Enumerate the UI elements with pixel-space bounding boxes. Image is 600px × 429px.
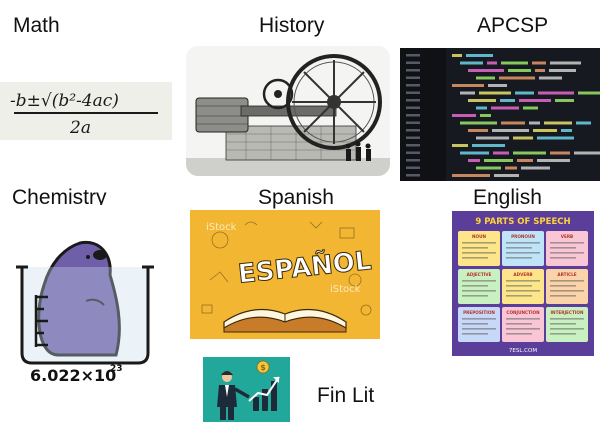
financial-growth-image: $: [203, 357, 290, 422]
watermark-text-2: iStock: [330, 284, 361, 295]
subject-label-math: Math: [13, 14, 60, 37]
subject-label-history: History: [259, 14, 325, 37]
subject-label-apcsp: APCSP: [477, 14, 549, 37]
pos-card-title: NOUN: [472, 234, 486, 239]
mole-in-beaker-image: 6.022×10 23: [0, 205, 172, 385]
espanol-book-image: ESPAÑOL iStock iStock: [190, 210, 380, 339]
chemistry-tile[interactable]: 6.022×10 23: [0, 205, 172, 385]
apcsp-tile[interactable]: [400, 48, 600, 181]
subject-label-chemistry: Chemistry: [12, 186, 107, 209]
pos-card-title: ADVERB: [513, 272, 532, 277]
subject-label-finlit: Fin Lit: [317, 384, 375, 407]
avogadro-number-text: 6.022×10: [30, 366, 116, 385]
finlit-tile[interactable]: $: [203, 357, 290, 422]
pos-card-title: ADJECTIVE: [467, 272, 492, 277]
history-tile[interactable]: [186, 46, 390, 176]
subject-label-english: English: [473, 186, 542, 209]
watermark-text: iStock: [206, 222, 237, 233]
parts-of-speech-title: 9 PARTS OF SPEECH: [475, 217, 570, 227]
pos-card-title: PRONOUN: [511, 234, 535, 239]
formula-numerator: -b±√(b²-4ac): [10, 91, 119, 111]
avogadro-exponent-text: 23: [110, 364, 123, 374]
pos-card-title: VERB: [561, 234, 574, 239]
english-tile[interactable]: 9 PARTS OF SPEECH NOUN PRONOUN VERB ADJECTI…: [452, 211, 594, 356]
spanish-tile[interactable]: ESPAÑOL iStock iStock: [190, 210, 380, 339]
formula-denominator: 2a: [69, 118, 91, 138]
pos-card-title: ARTICLE: [557, 272, 576, 277]
dollar-coin-text: $: [260, 363, 266, 372]
parts-of-speech-footer: 7ESL.COM: [509, 348, 537, 354]
quadratic-formula-image: -b±√(b²-4ac) 2a: [0, 82, 172, 140]
code-screen-image: [400, 48, 600, 181]
pos-card-title: INTERJECTION: [551, 310, 584, 315]
pos-card-title: PREPOSITION: [463, 310, 495, 315]
code-lines: [406, 54, 600, 177]
pos-cards: NOUN PRONOUN VERB ADJECTIVE ADVERB ARTICLE PRE…: [458, 231, 588, 342]
math-tile[interactable]: -b±√(b²-4ac) 2a: [0, 82, 172, 140]
subject-label-spanish: Spanish: [258, 186, 334, 209]
parts-of-speech-chart-image: 9 PARTS OF SPEECH NOUN PRONOUN VERB ADJECTI…: [452, 211, 594, 356]
pos-card-title: CONJUNCTION: [506, 310, 540, 315]
steam-engine-engraving-image: [186, 46, 390, 176]
